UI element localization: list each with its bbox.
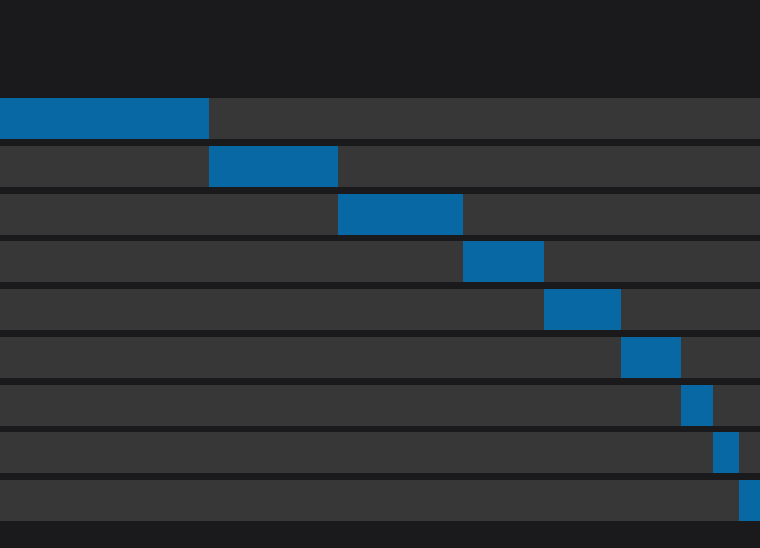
gantt-row-track <box>0 98 760 139</box>
gantt-row-track <box>0 384 760 426</box>
gantt-bar <box>0 98 209 139</box>
gantt-row-track <box>0 336 760 378</box>
gantt-row-track <box>0 480 760 521</box>
gantt-bar <box>463 241 544 283</box>
gantt-bar <box>621 336 681 378</box>
gantt-bar <box>544 289 621 330</box>
gantt-row-track <box>0 145 760 187</box>
gantt-row-track <box>0 432 760 474</box>
gantt-row-track <box>0 289 760 330</box>
gantt-row-track <box>0 241 760 283</box>
gantt-bar <box>739 480 760 521</box>
gantt-bar <box>209 145 338 187</box>
gantt-bar <box>338 193 463 235</box>
gantt-row-track <box>0 193 760 235</box>
gantt-bar <box>681 384 713 426</box>
gantt-bar <box>713 432 739 474</box>
